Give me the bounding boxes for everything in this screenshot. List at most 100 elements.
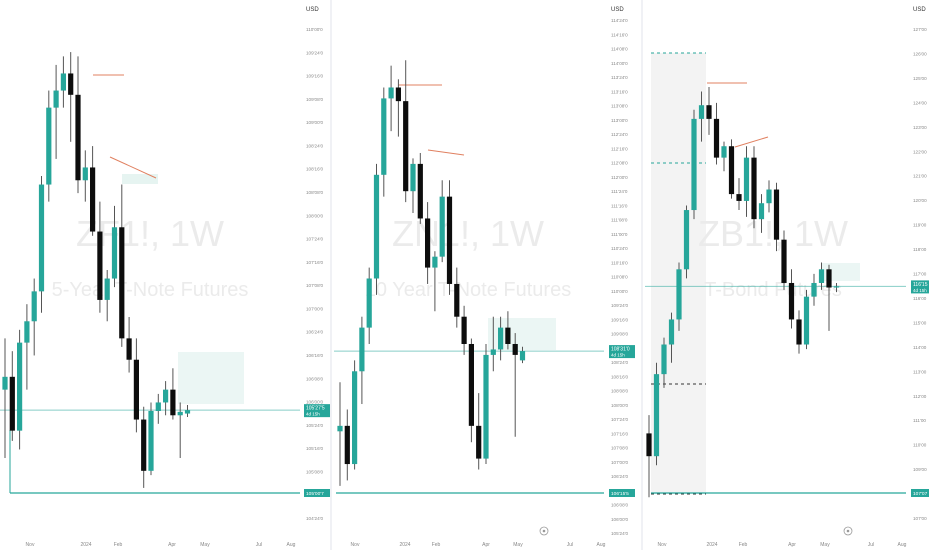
candle-body-up — [803, 296, 810, 345]
chart-panel-zf: ZF1!, 1W5-Year T-Note FuturesUSD110'00'0… — [0, 0, 332, 550]
price-axis-tick: 106'24'0 — [611, 474, 629, 479]
watermark-symbol: ZB1!, 1W — [698, 213, 848, 254]
price-axis-tick: 105'24'0 — [611, 531, 629, 536]
price-axis-tick: 125'00 — [913, 76, 927, 81]
settings-gear-icon — [539, 526, 549, 536]
candle-body-down — [75, 94, 81, 181]
candle-body-up — [388, 87, 394, 99]
price-axis-tick: 107'00'0 — [611, 460, 629, 465]
low-price-tag — [911, 489, 929, 497]
time-axis-tick: 2024 — [706, 542, 717, 548]
candle-body-up — [818, 269, 825, 283]
price-axis-tick: 115'00 — [913, 320, 927, 325]
price-axis-tick: 120'00 — [913, 198, 927, 203]
price-axis-tick: 107'00 — [913, 516, 927, 521]
time-axis-tick: Feb — [432, 542, 441, 548]
currency-label: USD — [306, 7, 319, 13]
price-axis-tick: 111'24'0 — [611, 189, 628, 194]
candle-body-up — [811, 282, 817, 297]
time-axis-tick: May — [200, 542, 210, 548]
candle-body-down — [9, 376, 15, 431]
price-axis-tick: 106'16'0 — [306, 353, 324, 358]
candle-body-up — [163, 389, 169, 403]
candle-body-up — [2, 376, 8, 390]
candle-body-up — [432, 256, 438, 268]
candle-body-up — [439, 196, 445, 257]
time-axis-tick: 2024 — [80, 542, 91, 548]
price-tag-value: 105'27'5 — [306, 406, 325, 412]
time-axis-tick: May — [820, 542, 830, 548]
price-axis-tick: 109'00'0 — [306, 120, 324, 125]
price-tag — [609, 345, 635, 359]
candle-body-down — [461, 316, 467, 344]
candle-body-up — [111, 227, 118, 279]
time-axis-tick: Aug — [287, 542, 296, 548]
small-zone — [122, 174, 158, 184]
price-axis-tick: 114'24'0 — [611, 18, 628, 23]
candle-body-down — [512, 343, 518, 355]
price-tag-countdown: 4d 15h — [913, 288, 927, 293]
price-axis-tick: 112'00'0 — [611, 175, 628, 180]
price-axis-tick: 121'00 — [913, 174, 927, 179]
candle-body-down — [141, 419, 147, 471]
time-axis-tick: Feb — [114, 542, 123, 548]
price-axis-tick: 107'08'0 — [611, 446, 629, 451]
time-axis-tick: May — [513, 542, 523, 548]
time-axis-tick: Nov — [658, 542, 667, 548]
candle-body-up — [683, 210, 690, 270]
settings-gear-icon-center — [846, 529, 850, 533]
low-price-tag — [609, 489, 635, 497]
candle-body-up — [366, 278, 372, 328]
price-axis-tick: 113'00'0 — [611, 118, 628, 123]
price-axis-tick: 108'08'0 — [306, 190, 324, 195]
candle-body-down — [344, 425, 350, 465]
price-axis-tick: 107'16'0 — [306, 260, 324, 265]
price-tag-value: 108'31'0 — [611, 347, 630, 353]
candle-body-up — [60, 73, 66, 91]
high-marker-line-1 — [427, 149, 465, 156]
price-axis-tick: 127'00 — [913, 27, 927, 32]
price-axis-tick: 107'08'0 — [306, 283, 324, 288]
time-axis-tick: Feb — [739, 542, 748, 548]
price-axis-tick: 108'24'0 — [611, 360, 629, 365]
price-axis-tick: 113'08'0 — [611, 104, 628, 109]
high-marker-line-1 — [734, 136, 769, 148]
price-axis-tick: 105'16'0 — [306, 446, 324, 451]
candle-body-down — [119, 227, 125, 339]
price-tag-value: 116'15 — [913, 282, 928, 288]
price-axis-tick: 113'00 — [913, 369, 927, 374]
candle-body-up — [833, 286, 840, 288]
candle-body-down — [476, 425, 482, 459]
price-axis-tick: 112'16'0 — [611, 146, 628, 151]
candle-body-up — [381, 98, 387, 175]
candle-body-down — [403, 101, 409, 192]
price-axis-tick: 111'00'0 — [611, 232, 628, 237]
low-price-tag-value: 106'15'5 — [611, 491, 629, 497]
low-price-tag-value: 107'07 — [913, 491, 928, 497]
candle-body-down — [736, 194, 742, 201]
candle-body-up — [410, 163, 416, 192]
price-axis-tick: 108'00'0 — [611, 403, 629, 408]
time-axis-tick: Jul — [256, 542, 262, 548]
watermark-description: 5-Year T-Note Futures — [52, 279, 249, 301]
candle-body-up — [498, 327, 504, 350]
chart-panel-zn: ZN1!, 1W 10 Year T-Note Futures USD 114'24'… — [334, 0, 643, 550]
time-axis-tick: 2024 — [399, 542, 410, 548]
candle-body-down — [826, 269, 832, 288]
price-tag — [911, 280, 929, 294]
price-axis-tick: 111'16'0 — [611, 203, 628, 208]
chart-panel-zb: ZB1!, 1W T-Bond Futures USD 127'00 126'00 125… — [645, 7, 929, 548]
price-axis-tick: 105'08'0 — [306, 469, 324, 474]
price-axis-tick: 110'16'0 — [611, 260, 628, 265]
watermark-symbol: ZN1!, 1W — [392, 213, 544, 254]
currency-label: USD — [913, 7, 926, 13]
candle-body-down — [781, 239, 787, 283]
candle-body-up — [373, 174, 380, 279]
price-axis-tick: 108'00'0 — [306, 213, 324, 218]
settings-gear-icon-center — [542, 529, 546, 533]
candle-body-down — [713, 118, 720, 158]
candle-body-down — [788, 282, 795, 320]
price-axis-tick: 108'08'0 — [611, 389, 629, 394]
price-axis-tick: 112'08'0 — [611, 161, 628, 166]
